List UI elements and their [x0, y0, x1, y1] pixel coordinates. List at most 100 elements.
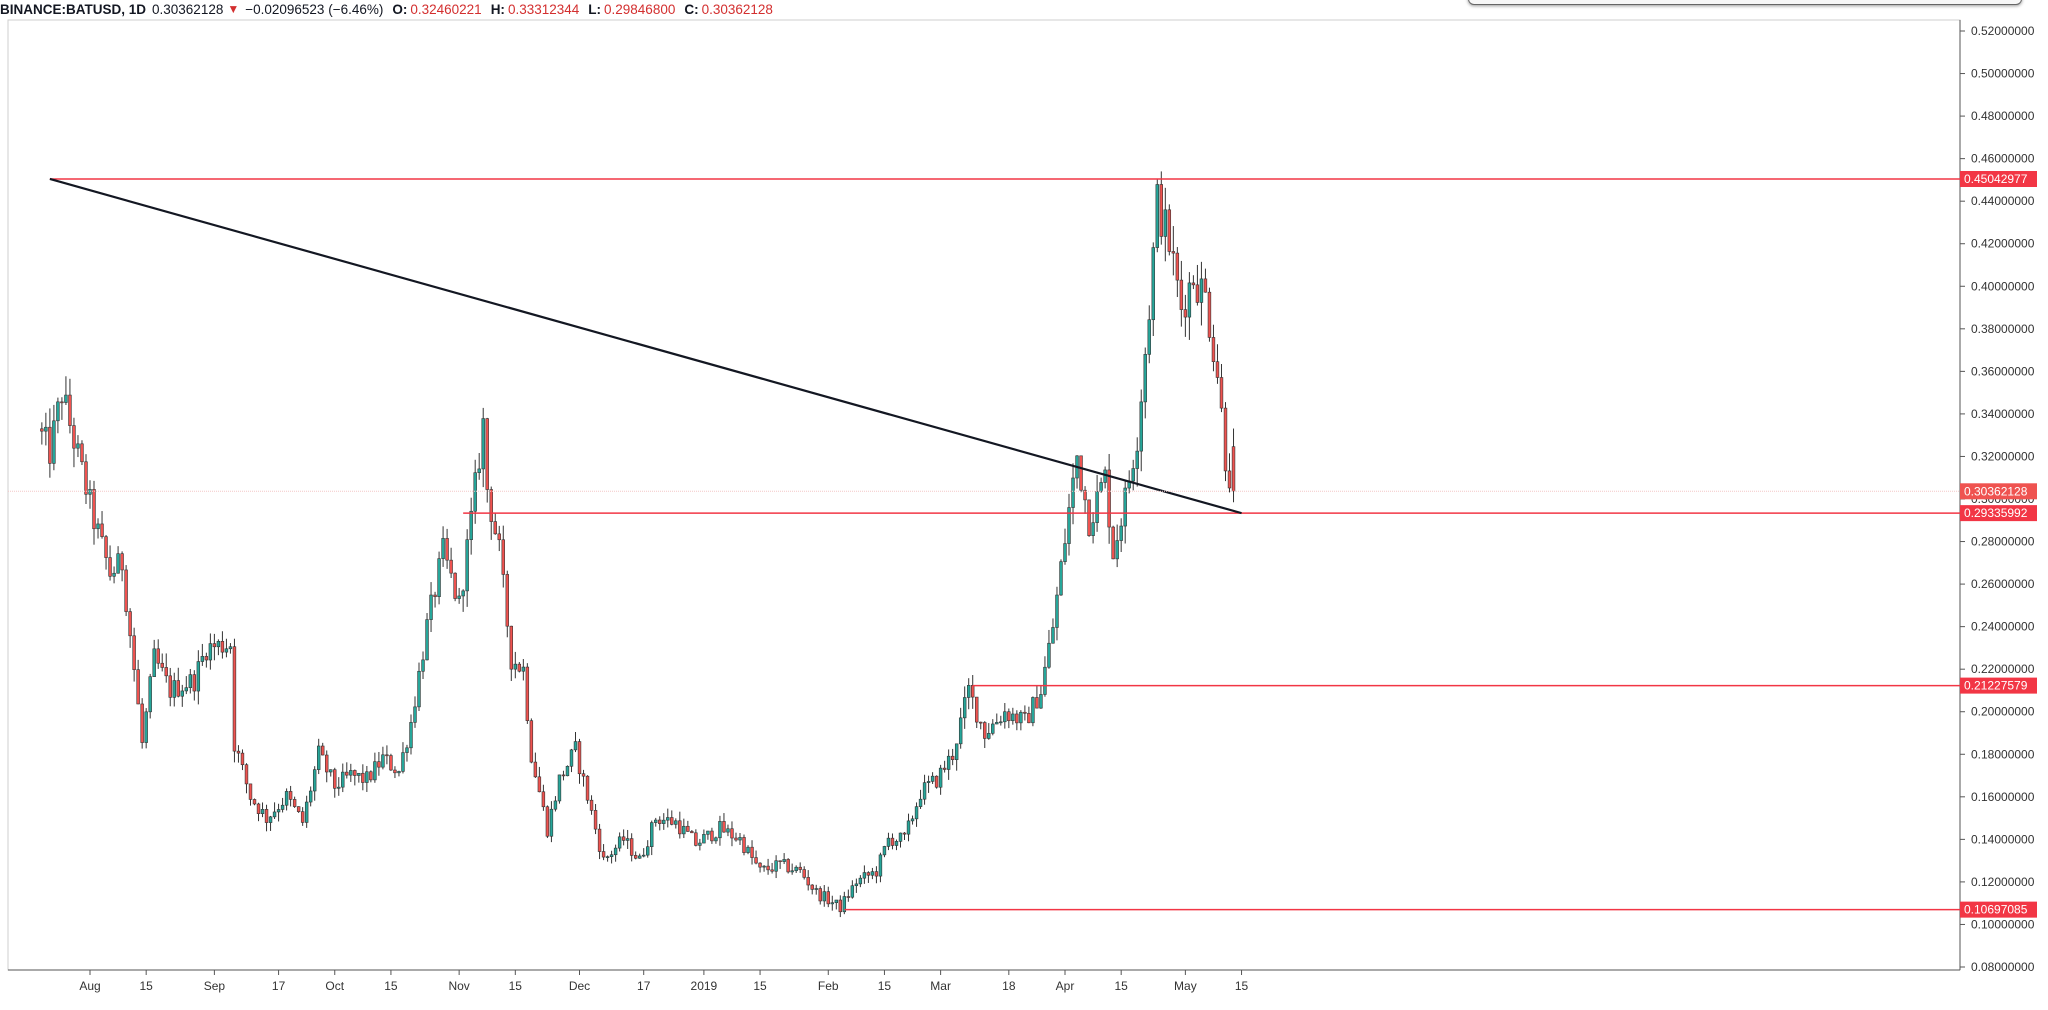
candle-down	[140, 703, 144, 743]
candle-down	[212, 643, 217, 648]
candle-down	[176, 680, 180, 697]
candle-up	[1099, 482, 1103, 492]
candle-up	[1163, 209, 1168, 237]
candle-down	[497, 533, 501, 541]
candle-up	[1031, 697, 1035, 724]
candle-down	[975, 696, 979, 723]
candle-up	[188, 674, 193, 688]
candle-down	[100, 523, 104, 537]
candle-down	[1227, 470, 1232, 489]
y-tick-label: 0.46000000	[1971, 152, 2035, 166]
candle-down	[710, 830, 714, 842]
candle-up	[276, 809, 281, 813]
candle-down	[1183, 309, 1188, 318]
candle-up	[774, 860, 778, 872]
candle-up	[954, 743, 959, 760]
candle-up	[397, 771, 401, 774]
candle-up	[112, 572, 116, 577]
candle-down	[252, 799, 257, 805]
low-value: 0.29846800	[604, 1, 676, 17]
candle-up	[999, 721, 1003, 724]
candle-up	[341, 771, 345, 788]
candle-down	[220, 641, 225, 653]
y-tick-label: 0.42000000	[1971, 237, 2035, 251]
candle-up	[228, 646, 233, 650]
x-tick-label: Apr	[1056, 979, 1075, 993]
candle-down	[517, 663, 522, 672]
y-tick-label: 0.28000000	[1971, 535, 2035, 549]
candle-up	[910, 818, 915, 822]
candle-up	[790, 870, 794, 873]
candle-up	[308, 790, 313, 803]
candle-down	[1191, 282, 1196, 286]
candle-down	[192, 674, 197, 692]
candle-up	[260, 809, 265, 814]
candle-up	[617, 836, 622, 849]
candle-up	[1115, 540, 1119, 560]
candle-down	[72, 425, 76, 449]
candle-down	[453, 572, 457, 599]
candle-up	[834, 899, 839, 903]
candle-up	[329, 769, 333, 773]
last-price: 0.30362128	[152, 1, 224, 17]
candle-down	[385, 754, 389, 757]
candle-up	[405, 747, 409, 753]
candle-up	[184, 687, 189, 692]
candle-up	[469, 510, 473, 540]
x-tick-label: May	[1174, 979, 1197, 993]
candle-down	[84, 461, 88, 495]
y-tick-label: 0.16000000	[1971, 790, 2035, 804]
candle-up	[654, 819, 658, 823]
candle-up	[64, 394, 68, 403]
candle-up	[557, 774, 562, 802]
candle-down	[971, 685, 975, 698]
candle-down	[754, 857, 758, 864]
candle-up	[425, 619, 429, 661]
candle-up	[1003, 711, 1007, 723]
candle-down	[124, 569, 128, 612]
candle-down	[1159, 184, 1164, 237]
candle-up	[1039, 694, 1043, 709]
candle-down	[156, 648, 160, 664]
candle-up	[987, 733, 991, 739]
candle-down	[1223, 407, 1228, 472]
candle-down	[902, 832, 907, 835]
candle-up	[381, 754, 385, 768]
candle-down	[369, 771, 373, 781]
symbol-name[interactable]: BINANCE:BATUSD, 1D	[0, 1, 147, 17]
candle-up	[918, 798, 923, 807]
candle-up	[1067, 507, 1071, 544]
candle-down	[232, 646, 237, 752]
candle-up	[886, 837, 891, 847]
candle-down	[1179, 279, 1184, 310]
candle-up	[1059, 561, 1063, 596]
candle-up	[76, 443, 80, 449]
candle-up	[650, 822, 654, 848]
candle-down	[292, 799, 297, 807]
candle-up	[922, 782, 927, 800]
trend-line[interactable]	[49, 177, 1242, 515]
y-tick-label: 0.10000000	[1971, 917, 2035, 931]
level-price-label: 0.45042977	[1964, 172, 2028, 186]
candle-up	[521, 666, 526, 672]
candle-up	[870, 871, 875, 876]
candle-up	[702, 834, 706, 844]
candle-down	[1211, 337, 1216, 363]
candle-down	[48, 426, 52, 464]
candle-up	[862, 872, 867, 879]
candle-up	[88, 489, 92, 495]
x-tick-label: 15	[878, 979, 892, 993]
candle-down	[288, 791, 293, 800]
candle-down	[1083, 489, 1087, 501]
candle-up	[280, 804, 285, 810]
candle-up	[1199, 278, 1204, 303]
candle-up	[337, 786, 341, 789]
candle-up	[930, 775, 935, 782]
candle-up	[208, 643, 213, 661]
level-price-label: 0.10697085	[1964, 903, 2028, 917]
candle-up	[646, 846, 650, 856]
y-tick-label: 0.44000000	[1971, 194, 2035, 208]
candle-down	[690, 831, 694, 834]
candle-up	[1131, 468, 1135, 482]
